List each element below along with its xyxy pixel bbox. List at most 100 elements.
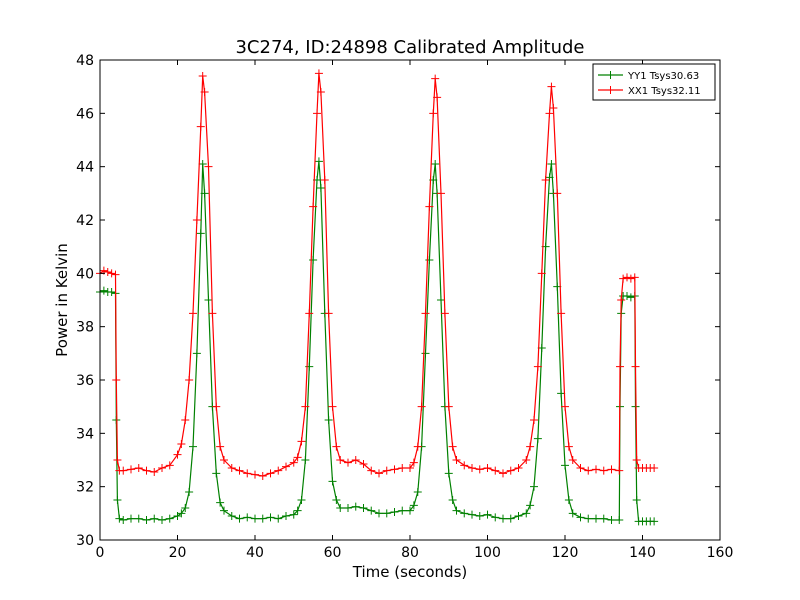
data-point [382, 509, 391, 518]
data-point [189, 442, 197, 451]
data-point [475, 465, 484, 474]
data-point [235, 466, 244, 475]
y-tick-label: 36 [76, 373, 94, 389]
data-point [200, 189, 209, 198]
data-point [592, 465, 600, 474]
y-tick-label: 32 [76, 480, 94, 496]
data-point [313, 109, 321, 118]
data-point [483, 510, 492, 519]
data-point [274, 514, 283, 523]
data-point [119, 466, 128, 475]
data-point [506, 466, 515, 475]
data-point [158, 516, 166, 524]
x-axis-label: Time (seconds) [352, 563, 468, 581]
data-point [421, 309, 430, 318]
y-tick-label: 46 [76, 106, 94, 122]
data-point [227, 512, 236, 520]
data-point [185, 488, 194, 496]
data-point [111, 270, 120, 279]
data-point [115, 514, 124, 523]
data-point [607, 465, 616, 474]
data-point [631, 362, 640, 371]
data-point [359, 460, 368, 468]
data-point [561, 461, 569, 470]
data-point [576, 464, 585, 472]
data-point [413, 442, 422, 451]
data-point [297, 437, 306, 446]
data-point [293, 506, 302, 515]
data-point [107, 288, 116, 296]
data-point [413, 488, 422, 496]
data-point [599, 514, 608, 523]
data-point [615, 466, 624, 475]
data-point [592, 514, 600, 523]
data-point [626, 274, 635, 283]
data-point [568, 456, 577, 464]
data-point [616, 362, 625, 371]
data-point [375, 469, 383, 478]
data-point [336, 504, 345, 512]
legend-marker [606, 86, 615, 94]
data-point [165, 514, 174, 523]
data-point [514, 512, 523, 520]
data-point [177, 509, 186, 518]
data-point [483, 464, 492, 472]
data-point [324, 416, 333, 424]
data-point [274, 466, 283, 475]
data-point [150, 514, 159, 523]
data-point [158, 464, 166, 472]
data-point [332, 442, 341, 451]
data-point [185, 376, 194, 384]
data-point [632, 456, 641, 464]
data-point [301, 402, 310, 411]
legend-marker [606, 71, 615, 79]
series-line [99, 161, 655, 522]
data-point [499, 514, 507, 523]
data-point [421, 349, 430, 358]
data-point [212, 402, 221, 411]
data-point [314, 157, 323, 166]
data-point [134, 514, 143, 523]
data-point [444, 469, 453, 478]
x-tick-label: 160 [707, 545, 734, 561]
x-tick-label: 40 [246, 545, 264, 561]
data-point [425, 256, 434, 264]
data-point [398, 464, 407, 472]
data-point [282, 462, 290, 471]
chart-title: 3C274, ID:24898 Calibrated Amplitude [235, 37, 584, 58]
data-point [142, 466, 151, 475]
data-point [576, 513, 585, 522]
data-point [344, 458, 352, 467]
legend-label: YY1 Tsys30.63 [627, 71, 699, 82]
data-point [189, 309, 197, 318]
data-point [623, 292, 631, 300]
data-point [607, 516, 616, 524]
data-point [220, 456, 228, 464]
data-point [127, 465, 135, 474]
data-point [431, 160, 440, 168]
data-point [533, 362, 542, 371]
data-point [537, 269, 546, 278]
data-point [448, 442, 457, 451]
x-tick-label: 140 [629, 545, 656, 561]
data-point [359, 504, 368, 512]
data-point [499, 469, 507, 478]
data-point [437, 189, 445, 198]
data-point [522, 456, 531, 464]
plot-frame [99, 59, 721, 541]
data-point [243, 469, 252, 478]
data-point [533, 434, 542, 443]
data-point [564, 442, 573, 451]
data-point [198, 72, 207, 80]
data-point [526, 442, 535, 451]
data-point [243, 513, 252, 522]
data-point [549, 104, 558, 112]
data-point [258, 472, 267, 480]
x-tick-label: 100 [474, 545, 501, 561]
data-point [460, 509, 469, 518]
data-point [522, 509, 531, 518]
data-point [547, 160, 556, 168]
data-point [619, 274, 628, 283]
data-point [328, 477, 337, 486]
data-point [468, 464, 476, 472]
